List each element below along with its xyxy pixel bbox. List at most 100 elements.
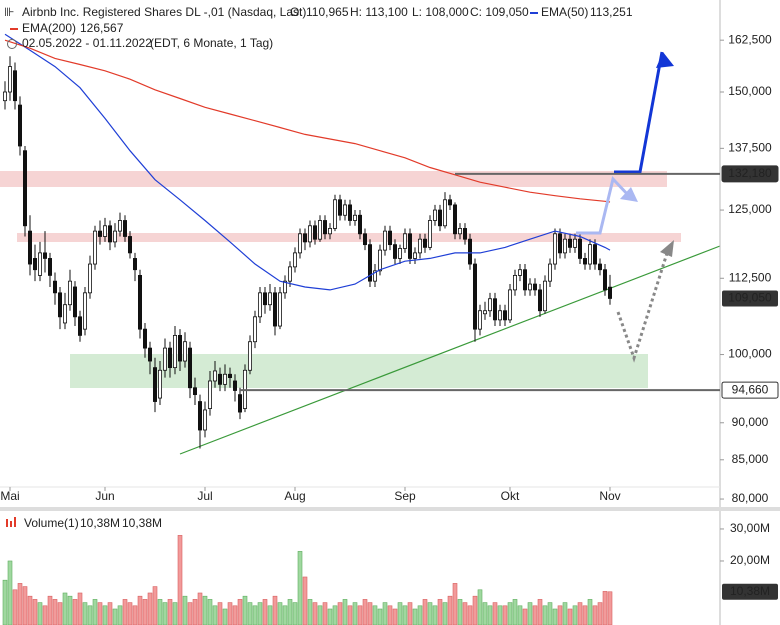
candle-body (507, 289, 512, 321)
x-tick-label: Okt (501, 489, 520, 503)
volume-bar (117, 605, 123, 625)
y-tick-label: 112,500 (729, 270, 772, 284)
volume-bar (422, 599, 428, 625)
scenario-arrow (616, 249, 670, 363)
pane-separator (0, 507, 780, 511)
volume-bar (522, 608, 528, 625)
candle-body (162, 347, 167, 371)
candle-body (78, 316, 83, 336)
volume-bar (172, 602, 178, 625)
resistance-zone (17, 233, 681, 242)
legend-swatch (530, 12, 538, 14)
legend-label: EMA(200) (22, 21, 76, 35)
candle-body (457, 228, 462, 235)
volume-bar (367, 602, 373, 625)
candle-body (432, 209, 437, 221)
volume-bar (322, 602, 328, 625)
candle-body (127, 236, 132, 254)
volume-bar (587, 599, 593, 625)
volume-bar (197, 592, 203, 625)
volume-bar (592, 605, 598, 625)
candle-body (583, 258, 588, 265)
candle-body (227, 373, 232, 379)
volume-bar (277, 602, 283, 625)
volume-bar (272, 595, 278, 625)
y-tick-label: 100,000 (728, 347, 772, 361)
price-label: 109,050 (728, 291, 772, 305)
volume-bar (487, 605, 493, 625)
candle-body (93, 230, 98, 265)
volume-bar (557, 605, 563, 625)
candle-body (108, 225, 113, 243)
arrow-head (660, 240, 674, 257)
candle-body (337, 199, 342, 216)
volume-bar (57, 602, 63, 625)
candle-body (177, 335, 182, 362)
volume-bar (542, 605, 548, 625)
volume-bar (187, 602, 193, 625)
candle-body (362, 233, 367, 246)
candle-body (377, 249, 382, 272)
candle-body (212, 370, 217, 382)
volume-bar (347, 605, 353, 625)
volume-bar (207, 599, 213, 625)
ema-line (4, 39, 611, 203)
candle-body (142, 328, 147, 349)
candle-body (252, 316, 257, 343)
candle-body (68, 280, 73, 306)
y-tick-label: 90,000 (732, 415, 769, 429)
volume-bar (562, 602, 568, 625)
candle-body (573, 238, 578, 248)
volume-bar (312, 602, 318, 625)
candle-body (292, 252, 297, 268)
candle-body (412, 252, 417, 259)
volume-bar (337, 602, 343, 625)
ohlc-text: L: 108,000 (412, 5, 469, 19)
candle-body (422, 238, 427, 248)
volume-bar (492, 602, 498, 625)
volume-bar (72, 599, 78, 625)
volume-bar (482, 602, 488, 625)
volume-bar (232, 605, 238, 625)
volume-bar (397, 602, 403, 625)
candle-body (402, 233, 407, 249)
candle-body (197, 401, 202, 431)
candle-body (352, 214, 357, 221)
candle-body (593, 244, 598, 265)
candle-body (53, 280, 58, 294)
volume-label: 10,38M (730, 584, 770, 598)
volume-bar (7, 560, 13, 625)
candle-body (452, 204, 457, 235)
ohlc-text: C: 109,050 (470, 5, 529, 19)
candle-body (588, 244, 593, 265)
candle-body (123, 220, 128, 237)
ohlc-text: H: 113,100 (350, 5, 408, 19)
candle-body (327, 228, 332, 235)
volume-bar (142, 599, 148, 625)
candle-body (553, 233, 558, 265)
y-tick-label: 80,000 (732, 491, 769, 505)
candle-body (558, 233, 563, 254)
volume-bar (217, 602, 223, 625)
candle-body (202, 409, 207, 431)
y-tick-label: 30,00M (730, 521, 770, 535)
volume-bar (212, 605, 218, 625)
volume-bar (252, 605, 258, 625)
volume-bar (552, 608, 558, 625)
volume-bar (382, 602, 388, 625)
volume-bar (372, 605, 378, 625)
candle-body (528, 283, 533, 291)
plot (3, 33, 613, 449)
volume-bar (602, 591, 608, 625)
candle-body (58, 292, 63, 318)
candle-body (103, 225, 108, 237)
candle-body (157, 369, 162, 399)
candle-body (392, 244, 397, 259)
forecast-arrow-alt (576, 175, 632, 235)
volume-bar (297, 551, 303, 625)
candle-body (523, 269, 528, 291)
candle-body (27, 230, 32, 265)
volume-bar (137, 595, 143, 625)
volume-bar (392, 608, 398, 625)
price-box (721, 165, 779, 183)
